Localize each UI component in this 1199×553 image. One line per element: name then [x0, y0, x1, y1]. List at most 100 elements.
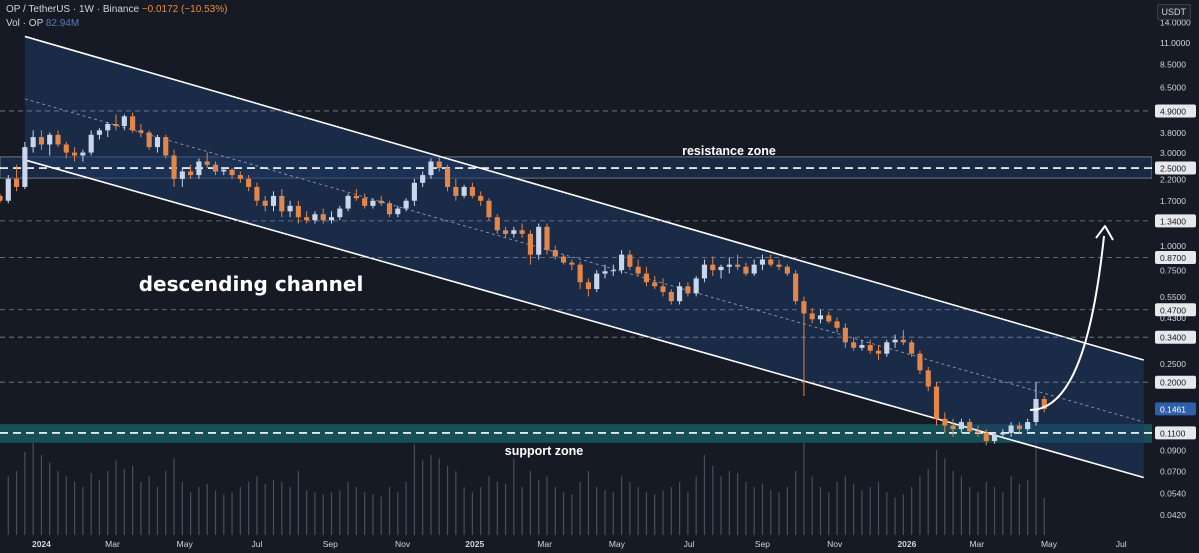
candle[interactable] — [859, 339, 865, 351]
candle[interactable] — [436, 156, 442, 172]
candle[interactable] — [362, 193, 368, 209]
candle[interactable] — [113, 114, 119, 131]
candle[interactable] — [353, 189, 359, 201]
candle[interactable] — [246, 175, 252, 192]
candle[interactable] — [494, 214, 500, 234]
candle[interactable] — [295, 200, 301, 224]
candle[interactable] — [138, 124, 144, 138]
candle[interactable] — [536, 223, 542, 260]
candle[interactable] — [386, 200, 393, 218]
candle[interactable] — [544, 223, 550, 255]
candle[interactable] — [1033, 382, 1039, 426]
candle[interactable] — [867, 339, 873, 354]
candle[interactable] — [718, 264, 724, 279]
candle[interactable] — [884, 339, 890, 357]
candle[interactable] — [627, 250, 633, 271]
candle[interactable] — [337, 205, 343, 221]
candle[interactable] — [444, 164, 451, 192]
candle[interactable] — [5, 175, 11, 204]
price-axis[interactable]: 14.0000 11.0000 8.5000 6.5000 4.9000 3.8000 3.… — [1152, 0, 1199, 553]
candle[interactable] — [96, 128, 103, 140]
currency-button[interactable]: USDT — [1156, 4, 1191, 20]
candle[interactable] — [735, 254, 741, 271]
candle[interactable] — [842, 323, 848, 348]
candle[interactable] — [378, 195, 384, 206]
candle[interactable] — [701, 259, 708, 283]
candle[interactable] — [768, 254, 774, 267]
candle[interactable] — [743, 262, 749, 276]
candle[interactable] — [577, 261, 583, 290]
candle[interactable] — [221, 168, 227, 176]
candle[interactable] — [179, 168, 185, 187]
candle[interactable] — [983, 429, 989, 446]
candle[interactable] — [486, 198, 492, 221]
candle[interactable] — [1025, 418, 1031, 432]
candle[interactable] — [610, 264, 616, 276]
candle[interactable] — [163, 134, 169, 159]
candle[interactable] — [14, 164, 20, 192]
candle[interactable] — [395, 205, 401, 218]
candle[interactable] — [1000, 429, 1006, 437]
candle[interactable] — [933, 382, 940, 426]
candle[interactable] — [594, 270, 600, 292]
candle[interactable] — [328, 211, 335, 224]
candle[interactable] — [420, 171, 426, 187]
candle[interactable] — [585, 278, 592, 297]
candle[interactable] — [287, 200, 293, 218]
candle[interactable] — [146, 130, 152, 150]
candle[interactable] — [345, 193, 351, 212]
candle[interactable] — [511, 226, 517, 238]
candle[interactable] — [776, 259, 782, 271]
candle[interactable] — [72, 147, 78, 162]
candle[interactable] — [270, 191, 277, 212]
candle[interactable] — [759, 254, 766, 271]
candle[interactable] — [502, 226, 509, 238]
candle[interactable] — [950, 418, 956, 437]
candle[interactable] — [527, 230, 533, 265]
candle[interactable] — [411, 178, 417, 206]
candle[interactable] — [453, 178, 459, 201]
candle[interactable] — [55, 130, 61, 148]
candle[interactable] — [469, 182, 475, 199]
candle[interactable] — [254, 182, 260, 206]
candle[interactable] — [121, 114, 127, 131]
candle[interactable] — [784, 264, 790, 276]
candle[interactable] — [154, 134, 161, 153]
candle[interactable] — [47, 132, 53, 156]
candle[interactable] — [552, 245, 558, 260]
candle[interactable] — [817, 309, 824, 324]
candle[interactable] — [991, 432, 998, 444]
candle[interactable] — [370, 198, 376, 209]
candle[interactable] — [519, 223, 525, 238]
candle[interactable] — [312, 211, 318, 224]
candle[interactable] — [80, 149, 86, 162]
candle[interactable] — [801, 296, 807, 396]
candle[interactable] — [917, 350, 923, 375]
candle[interactable] — [229, 168, 235, 179]
candles[interactable] — [0, 112, 1047, 446]
candle[interactable] — [560, 254, 567, 265]
candle[interactable] — [643, 266, 650, 287]
candle[interactable] — [1008, 422, 1014, 437]
candle[interactable] — [63, 141, 69, 159]
candle[interactable] — [652, 275, 658, 290]
candle[interactable] — [826, 311, 832, 324]
candle[interactable] — [619, 250, 625, 274]
candle[interactable] — [22, 141, 28, 190]
candle[interactable] — [668, 289, 674, 305]
candle[interactable] — [105, 122, 111, 138]
channel-upper-line[interactable] — [24, 35, 1144, 361]
candle[interactable] — [478, 191, 484, 206]
candle[interactable] — [38, 130, 45, 150]
candle[interactable] — [892, 334, 898, 348]
candle[interactable] — [279, 189, 285, 218]
candle[interactable] — [237, 171, 243, 183]
candle[interactable] — [809, 307, 815, 324]
candle[interactable] — [30, 130, 36, 153]
candle[interactable] — [403, 198, 409, 212]
candle[interactable] — [793, 270, 799, 305]
candle[interactable] — [88, 130, 94, 156]
candle[interactable] — [602, 264, 608, 279]
candle[interactable] — [834, 317, 840, 333]
candle[interactable] — [196, 158, 202, 179]
